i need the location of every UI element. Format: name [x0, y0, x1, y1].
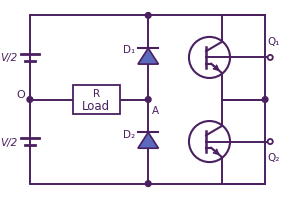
Polygon shape [138, 133, 158, 148]
Circle shape [145, 97, 151, 103]
Circle shape [189, 121, 230, 162]
Circle shape [145, 13, 151, 19]
Text: Q₂: Q₂ [267, 152, 280, 162]
Text: D₁: D₁ [123, 45, 135, 55]
Text: D₂: D₂ [123, 129, 135, 139]
Circle shape [27, 97, 33, 103]
Text: Q₁: Q₁ [267, 36, 280, 46]
Text: R: R [93, 88, 100, 98]
Text: A: A [152, 105, 159, 115]
Text: V/2: V/2 [1, 53, 18, 63]
Text: Load: Load [82, 99, 110, 112]
Circle shape [268, 56, 273, 61]
Circle shape [262, 97, 268, 103]
Text: V/2: V/2 [1, 137, 18, 147]
Polygon shape [138, 49, 158, 65]
Text: O: O [17, 90, 26, 100]
Circle shape [189, 38, 230, 79]
Circle shape [268, 139, 273, 144]
Circle shape [145, 181, 151, 187]
Bar [73, 85, 120, 115]
